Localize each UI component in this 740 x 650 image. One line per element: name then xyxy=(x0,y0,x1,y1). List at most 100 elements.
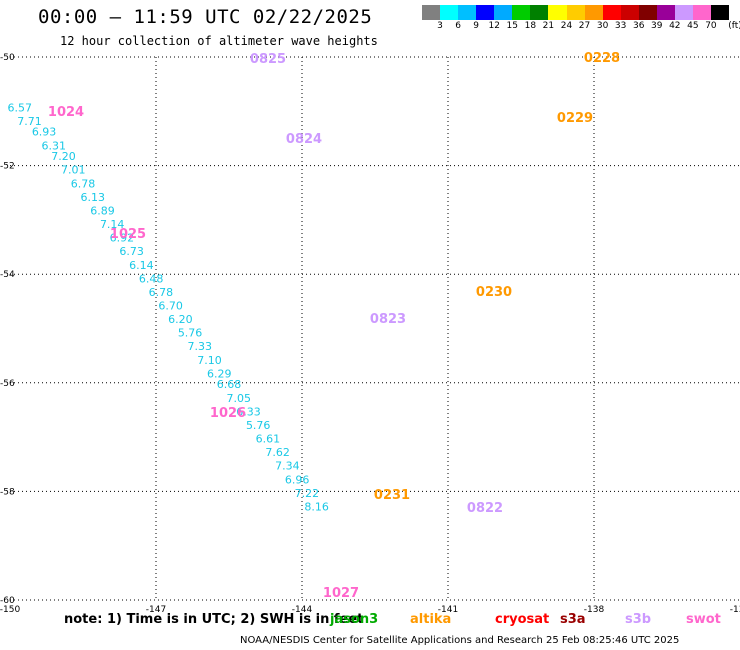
orbit-label: 1025 xyxy=(110,227,146,242)
wave-height-value: 6.73 xyxy=(119,245,144,258)
orbit-label: 0230 xyxy=(476,285,512,300)
scale-label: 33 xyxy=(614,21,627,31)
scale-swatch xyxy=(494,5,513,20)
scale-swatch xyxy=(638,5,657,20)
orbit-label: 0823 xyxy=(370,312,406,327)
wave-height-value: 6.78 xyxy=(149,286,174,299)
scale-swatch xyxy=(711,5,730,20)
scale-swatch xyxy=(440,5,459,20)
lon-tick-label: -144 xyxy=(292,605,313,615)
scale-swatch xyxy=(512,5,531,20)
wave-height-value: 7.14 xyxy=(100,218,125,231)
wave-height-value: 6.48 xyxy=(139,272,164,285)
wave-height-value: 5.76 xyxy=(178,327,203,340)
wave-height-value: 6.57 xyxy=(7,101,32,114)
scale-swatch xyxy=(584,5,603,20)
lat-tick-label: -60 xyxy=(0,596,15,606)
scale-swatch xyxy=(548,5,567,20)
wave-height-value: 6.13 xyxy=(80,191,105,204)
orbit-label: 0822 xyxy=(467,501,503,516)
orbit-labels: 0825 0824 0823 0822 1024 1025 1026 1027 0228 0229… xyxy=(48,51,620,601)
lat-tick-label: -54 xyxy=(0,270,15,280)
orbit-label: 1026 xyxy=(210,406,246,421)
scale-swatch xyxy=(566,5,585,20)
wave-height-value: 6.29 xyxy=(207,367,232,380)
wave-height-value: 6.70 xyxy=(158,299,183,312)
wave-height-value: 6.89 xyxy=(90,204,115,217)
wave-height-value: 6.96 xyxy=(285,473,310,486)
lat-tick-label: -50 xyxy=(0,53,15,63)
wave-height-value: 8.16 xyxy=(304,500,329,513)
wave-height-points: 6.577.716.936.317.207.016.786.136.897.14… xyxy=(7,101,328,513)
scale-label: 9 xyxy=(473,21,480,31)
scale-swatch xyxy=(674,5,693,20)
wave-height-value: 7.22 xyxy=(295,487,320,500)
lon-tick-label: -141 xyxy=(438,605,458,615)
page-subtitle: 12 hour collection of altimeter wave hei… xyxy=(60,34,378,48)
orbit-label: 0825 xyxy=(250,52,286,67)
wave-height-value: 7.20 xyxy=(51,150,76,163)
wave-height-value: 6.33 xyxy=(236,405,261,418)
wave-height-value: 7.33 xyxy=(188,340,213,353)
lon-tick-label: -150 xyxy=(0,605,20,615)
notes-text: note: 1) Time is in UTC; 2) SWH is in fe… xyxy=(64,612,364,627)
wave-height-value: 7.01 xyxy=(61,164,86,177)
wave-height-value: 7.71 xyxy=(17,115,42,128)
scale-label: 6 xyxy=(455,21,461,31)
wave-height-value: 6.20 xyxy=(168,313,193,326)
satellite-legend: jason3 altika cryosat s3a s3b swot xyxy=(0,610,740,630)
lat-tick-label: -52 xyxy=(0,162,15,172)
wave-height-value: 6.31 xyxy=(42,139,67,152)
wave-height-value: 6.78 xyxy=(71,177,96,190)
lat-tick-label: -58 xyxy=(0,487,15,497)
orbit-label: 1024 xyxy=(48,105,84,120)
axis-ticks: -150 -147 -144 -141 -138 -135 -50 -52 -54 -56 -58 -… xyxy=(0,53,740,615)
map-grid xyxy=(10,56,740,601)
scale-label: (ft) xyxy=(728,21,740,31)
satellite-legend-item: s3a xyxy=(560,612,586,627)
orbit-label: 0824 xyxy=(286,132,322,147)
satellite-legend-item: swot xyxy=(686,612,721,627)
orbit-label: 0231 xyxy=(374,488,410,503)
wave-height-value: 7.62 xyxy=(265,446,290,459)
scale-label: 18 xyxy=(524,21,537,31)
wave-height-value: 6.14 xyxy=(129,259,154,272)
scale-label: 39 xyxy=(651,21,663,31)
wave-height-value: 7.10 xyxy=(197,354,222,367)
scale-swatch xyxy=(656,5,675,20)
scale-label: 45 xyxy=(687,21,699,31)
wave-height-value: 6.93 xyxy=(32,126,57,139)
lon-tick-label: -147 xyxy=(146,605,166,615)
color-scale-bar xyxy=(422,5,730,20)
wave-height-value: 6.92 xyxy=(110,232,135,245)
lon-tick-label: -135 xyxy=(730,605,740,615)
wave-height-value: 6.68 xyxy=(217,378,242,391)
scale-swatch xyxy=(530,5,549,20)
wave-height-value: 6.61 xyxy=(256,433,281,446)
scale-label: 12 xyxy=(488,21,500,31)
wave-height-value: 7.05 xyxy=(226,392,251,405)
lon-tick-label: -138 xyxy=(584,605,605,615)
scale-swatch xyxy=(692,5,711,20)
scale-label: 3 xyxy=(437,21,443,31)
satellite-legend-item: altika xyxy=(410,612,452,627)
scale-label: 15 xyxy=(506,21,519,31)
wave-height-value: 5.76 xyxy=(246,419,271,432)
scale-label: 27 xyxy=(578,21,591,31)
scale-swatch xyxy=(620,5,639,20)
scale-swatch xyxy=(602,5,621,20)
wave-height-value: 7.34 xyxy=(275,460,300,473)
scale-label: 24 xyxy=(560,21,573,31)
orbit-label: 0228 xyxy=(584,51,620,66)
satellite-legend-item: s3b xyxy=(625,612,652,627)
scale-label: 42 xyxy=(669,21,681,31)
scale-swatch xyxy=(422,5,441,20)
scale-swatch xyxy=(458,5,477,20)
credit-line: NOAA/NESDIS Center for Satellite Applica… xyxy=(240,635,680,646)
page-title: 00:00 – 11:59 UTC 02/22/2025 xyxy=(38,6,373,28)
lat-tick-label: -56 xyxy=(0,379,15,389)
scale-label: 21 xyxy=(542,21,555,31)
scale-label: 30 xyxy=(596,21,609,31)
